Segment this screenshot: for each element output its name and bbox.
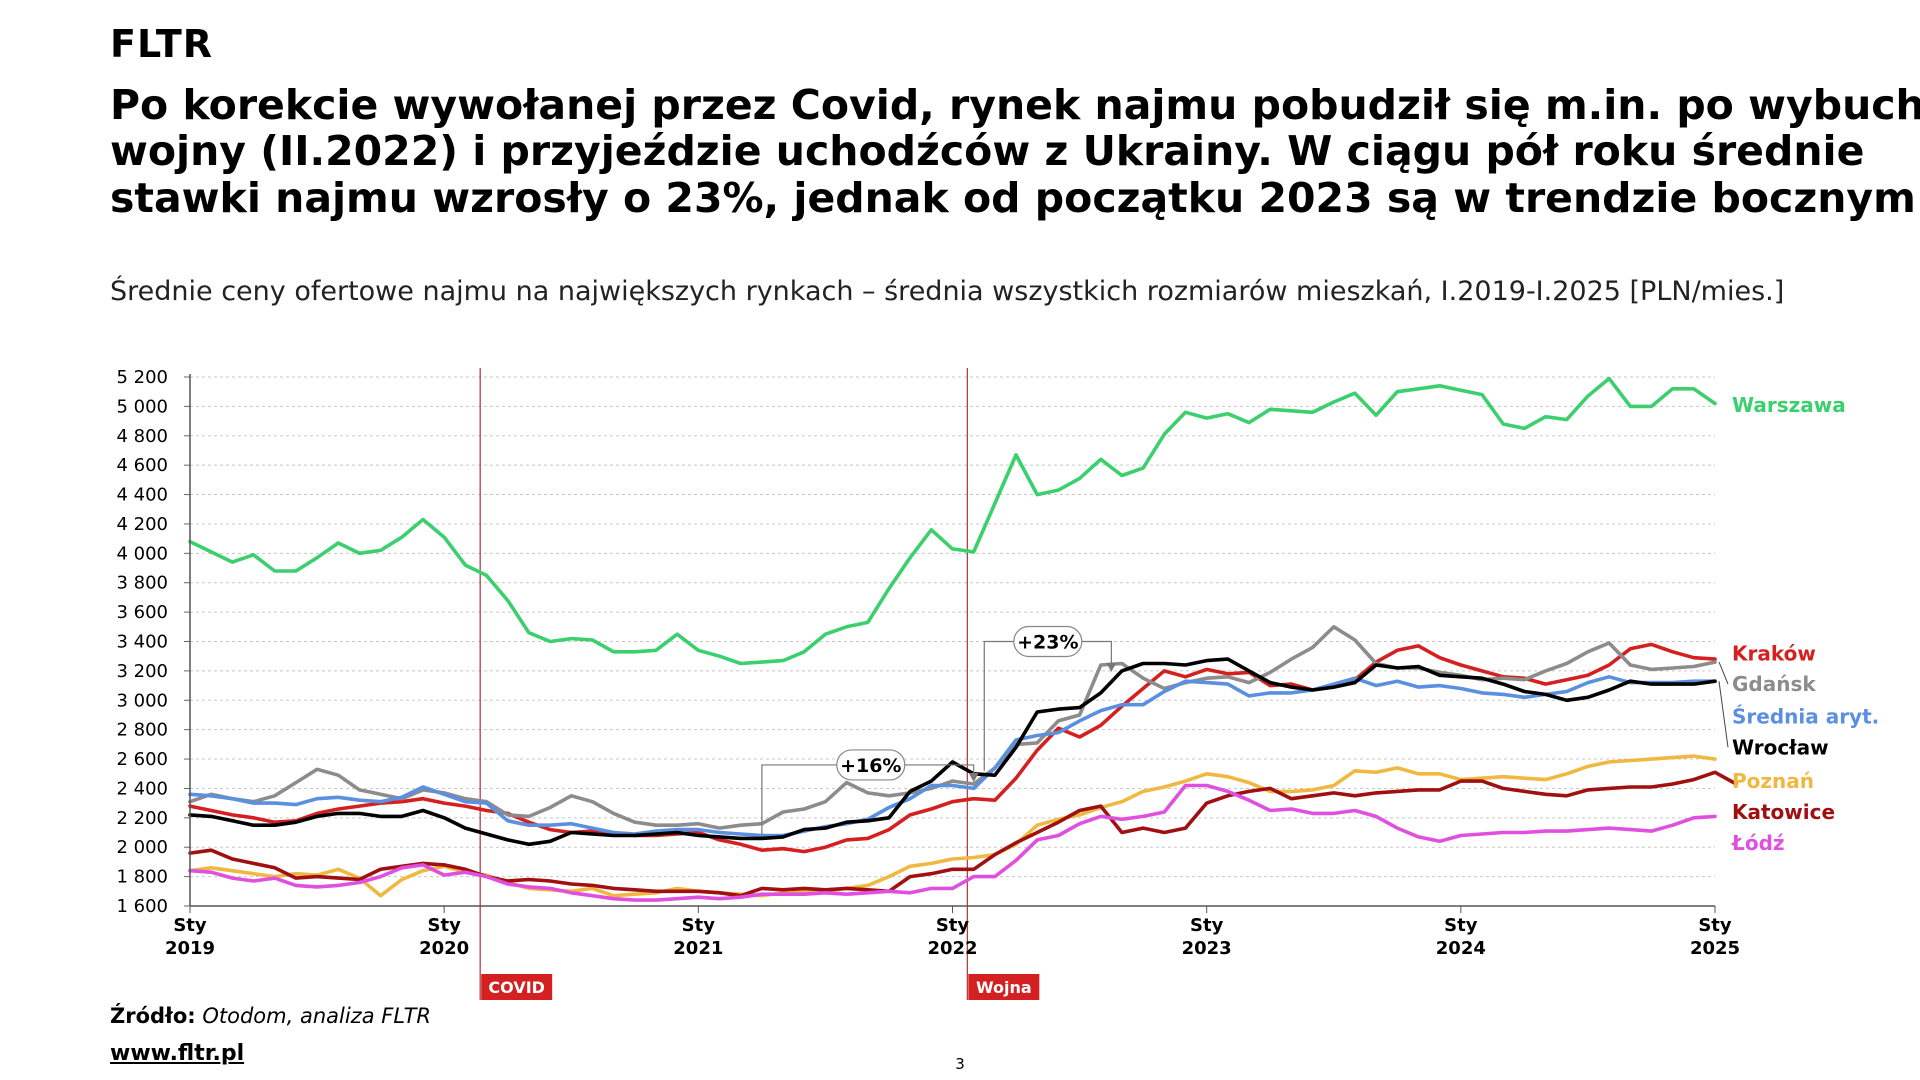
- headline-line-2: wojny (II.2022) i przyjeździe uchodźców …: [110, 127, 1865, 176]
- legend-label: Warszawa: [1732, 393, 1846, 417]
- series-line-wrocław: [188, 657, 1717, 847]
- growth-label: +23%: [1017, 632, 1078, 654]
- y-tick-label: 4 800: [116, 426, 168, 447]
- website-link[interactable]: www.fltr.pl: [110, 1041, 245, 1066]
- growth-label: +16%: [840, 755, 901, 777]
- growth-arrow-head: [1106, 662, 1117, 672]
- x-tick-month: Sty: [173, 915, 207, 936]
- growth-arrow-head: [968, 773, 979, 783]
- growth-pill: [1013, 625, 1083, 658]
- y-tick-label: 4 600: [116, 455, 168, 476]
- brand-logo: FLTR: [110, 22, 214, 66]
- y-tick-label: 1 800: [116, 867, 168, 888]
- y-tick-label: 2 000: [116, 837, 168, 858]
- y-tick-label: 3 800: [116, 573, 168, 594]
- x-tick-month: Sty: [1444, 915, 1478, 936]
- x-tick-month: Sty: [428, 915, 462, 936]
- x-tick-year: 2025: [1690, 938, 1740, 959]
- legend-label: Kraków: [1732, 641, 1816, 665]
- growth-pill: [836, 749, 906, 781]
- y-tick-label: 3 600: [116, 602, 168, 623]
- y-tick-label: 3 200: [116, 661, 168, 682]
- x-tick-year: 2021: [673, 938, 723, 959]
- x-tick-month: Sty: [1190, 915, 1224, 936]
- y-tick-label: 5 000: [116, 396, 168, 417]
- legend-leader-line: [1718, 681, 1729, 748]
- headline-line-1: Po korekcie wywołanej przez Covid, rynek…: [110, 81, 1920, 129]
- headline-line-3: stawki najmu wzrosły o 23%, jednak od po…: [110, 173, 1916, 222]
- page-number: 3: [955, 1055, 965, 1073]
- x-tick-year: 2020: [419, 938, 469, 959]
- y-tick-label: 4 200: [116, 514, 168, 535]
- legend-label: Poznań: [1732, 769, 1814, 793]
- y-tick-label: 1 600: [116, 896, 168, 917]
- x-tick-year: 2022: [927, 938, 977, 959]
- y-tick-label: 4 400: [116, 485, 168, 506]
- x-tick-year: 2023: [1182, 938, 1232, 959]
- event-marker-label: COVID: [488, 978, 545, 997]
- series-line-łódź: [188, 783, 1717, 902]
- y-tick-label: 3 000: [116, 690, 168, 711]
- x-tick-year: 2019: [165, 938, 215, 959]
- source-note: Źródło: Otodom, analiza FLTR: [110, 1004, 431, 1028]
- page-title: Po korekcie wywołanej przez Covid, rynek…: [110, 81, 1920, 222]
- event-marker-label: Wojna: [976, 978, 1032, 997]
- x-tick-year: 2024: [1436, 938, 1486, 959]
- y-tick-label: 3 400: [116, 632, 168, 653]
- event-marker-badge: [968, 974, 1040, 1000]
- series-line-katowice: [188, 770, 1738, 898]
- y-tick-label: 2 200: [116, 808, 168, 829]
- legend-label: Gdańsk: [1732, 672, 1816, 696]
- legend-leader-line: [1718, 661, 1729, 685]
- series-line-poznań: [188, 754, 1717, 898]
- x-tick-month: Sty: [682, 915, 716, 936]
- legend-label: Łódź: [1731, 831, 1785, 855]
- y-tick-label: 4 000: [116, 543, 168, 564]
- source-text: Otodom, analiza FLTR: [202, 1004, 432, 1028]
- series-line-kraków: [188, 642, 1717, 854]
- legend-label: Średnia aryt.: [1732, 704, 1879, 728]
- y-tick-label: 2 800: [116, 720, 168, 741]
- x-tick-month: Sty: [1698, 915, 1732, 936]
- series-line-warszawa: [188, 376, 1717, 666]
- y-tick-label: 2 400: [116, 778, 168, 799]
- x-tick-month: Sty: [936, 915, 970, 936]
- y-tick-label: 5 200: [116, 367, 168, 388]
- event-marker-badge: [481, 974, 553, 1000]
- growth-bracket: [983, 640, 1112, 771]
- chart-subtitle: Średnie ceny ofertowe najmu na największ…: [110, 276, 1785, 307]
- legend-label: Wrocław: [1732, 735, 1829, 759]
- source-label: Źródło:: [110, 1004, 196, 1028]
- y-tick-label: 2 600: [116, 749, 168, 770]
- legend-label: Katowice: [1732, 800, 1835, 824]
- series-line-średnia-aryt: [188, 674, 1717, 838]
- rent-price-chart: COVID Wojna +16% +23% 1 600 1 800 2 000 2 200…: [116, 367, 1879, 1000]
